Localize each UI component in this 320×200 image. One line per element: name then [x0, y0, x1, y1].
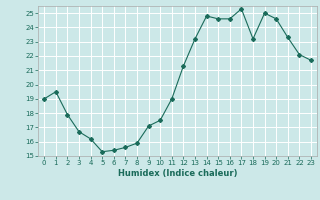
X-axis label: Humidex (Indice chaleur): Humidex (Indice chaleur) — [118, 169, 237, 178]
